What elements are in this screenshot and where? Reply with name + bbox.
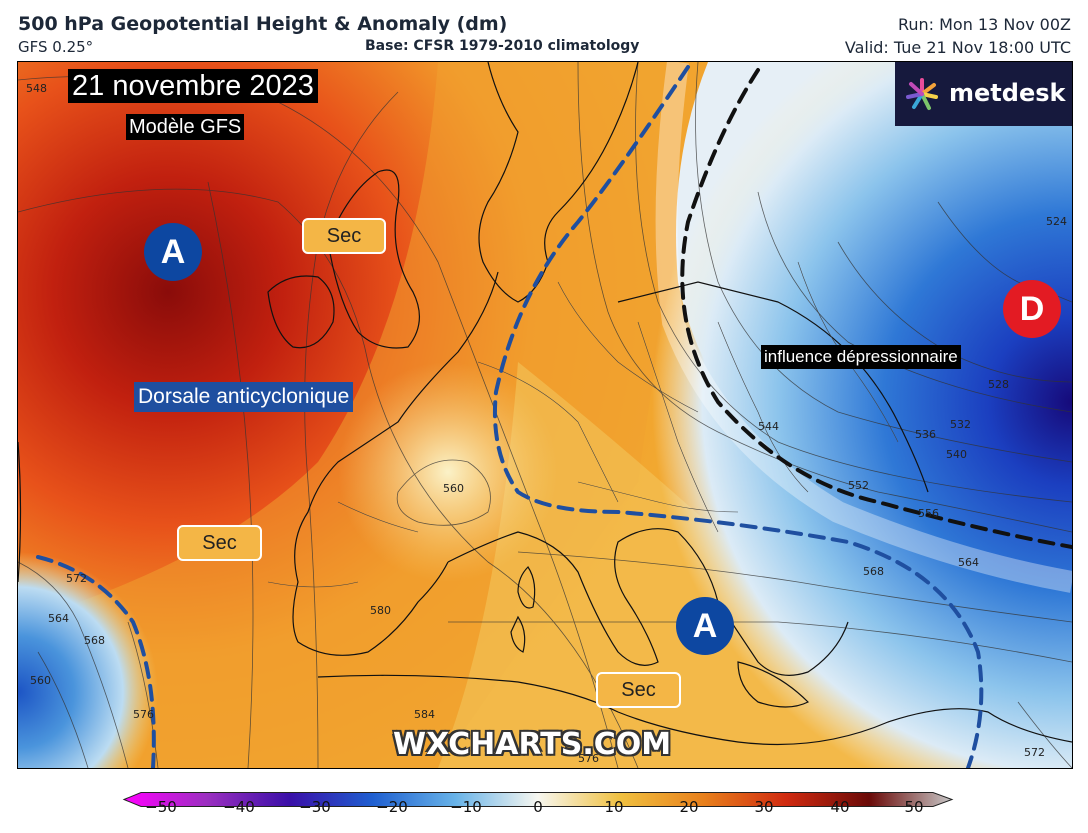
ridge-label: Dorsale anticyclonique <box>134 382 354 412</box>
contour-label: 528 <box>988 378 1009 391</box>
run-time: Run: Mon 13 Nov 00Z <box>897 15 1071 34</box>
contour-label: 564 <box>48 612 69 625</box>
high-pressure-marker: A <box>676 597 734 655</box>
low-influence-label: influence dépressionnaire <box>761 345 961 369</box>
contour-label: 556 <box>918 507 939 520</box>
colorbar-tick: −20 <box>376 798 408 816</box>
colorbar <box>122 792 954 807</box>
colorbar-tick: −30 <box>299 798 331 816</box>
model-label: Modèle GFS <box>126 114 245 140</box>
contour-label: 584 <box>414 708 435 721</box>
metdesk-logo-icon <box>906 78 938 110</box>
colorbar-tick: −10 <box>450 798 482 816</box>
contour-label: 548 <box>26 82 47 95</box>
contour-label: 532 <box>950 418 971 431</box>
contour-label: 568 <box>863 565 884 578</box>
contour-label: 572 <box>66 572 87 585</box>
low-pressure-marker: D <box>1003 280 1061 338</box>
date-label: 21 novembre 2023 <box>68 69 318 103</box>
colorbar-tick: 20 <box>679 798 699 816</box>
contour-label: 576 <box>133 708 154 721</box>
chart-title: 500 hPa Geopotential Height & Anomaly (d… <box>18 13 508 35</box>
contour-label: 524 <box>1046 215 1067 228</box>
colorbar-tick: −40 <box>223 798 255 816</box>
contour-label: 560 <box>30 674 51 687</box>
map-canvas <box>18 62 1072 768</box>
contour-label: 552 <box>848 479 869 492</box>
ridge-lines <box>36 65 1072 768</box>
contour-label: 536 <box>915 428 936 441</box>
dry-label: Sec <box>177 525 262 561</box>
contour-label: 540 <box>946 448 967 461</box>
colorbar-tick: 40 <box>830 798 850 816</box>
colorbar-tick: 0 <box>533 798 543 816</box>
dry-label: Sec <box>596 672 681 708</box>
colorbar-tick: −50 <box>145 798 177 816</box>
colorbar-strip <box>122 792 954 807</box>
metdesk-logo-text: metdesk <box>949 79 1066 107</box>
high-pressure-marker: A <box>144 223 202 281</box>
contour-label: 564 <box>958 556 979 569</box>
anomaly-map: metdesk 21 novembre 2023 Modèle GFS Dors… <box>17 61 1073 769</box>
contour-label: 580 <box>370 604 391 617</box>
colorbar-tick: 30 <box>754 798 774 816</box>
contour-label: 544 <box>758 420 779 433</box>
dry-label: Sec <box>302 218 386 254</box>
metdesk-logo: metdesk <box>895 62 1072 126</box>
contour-label: 568 <box>84 634 105 647</box>
climatology-base: Base: CFSR 1979-2010 climatology <box>365 38 640 54</box>
colorbar-tick: 50 <box>904 798 924 816</box>
wxcharts-watermark: WXCHARTS.COM <box>393 727 672 762</box>
contour-label: 576 <box>578 752 599 765</box>
model-name: GFS 0.25° <box>18 38 94 56</box>
contour-label: 572 <box>1024 746 1045 759</box>
valid-time: Valid: Tue 21 Nov 18:00 UTC <box>844 38 1071 57</box>
contour-label: 560 <box>443 482 464 495</box>
colorbar-tick: 10 <box>604 798 624 816</box>
